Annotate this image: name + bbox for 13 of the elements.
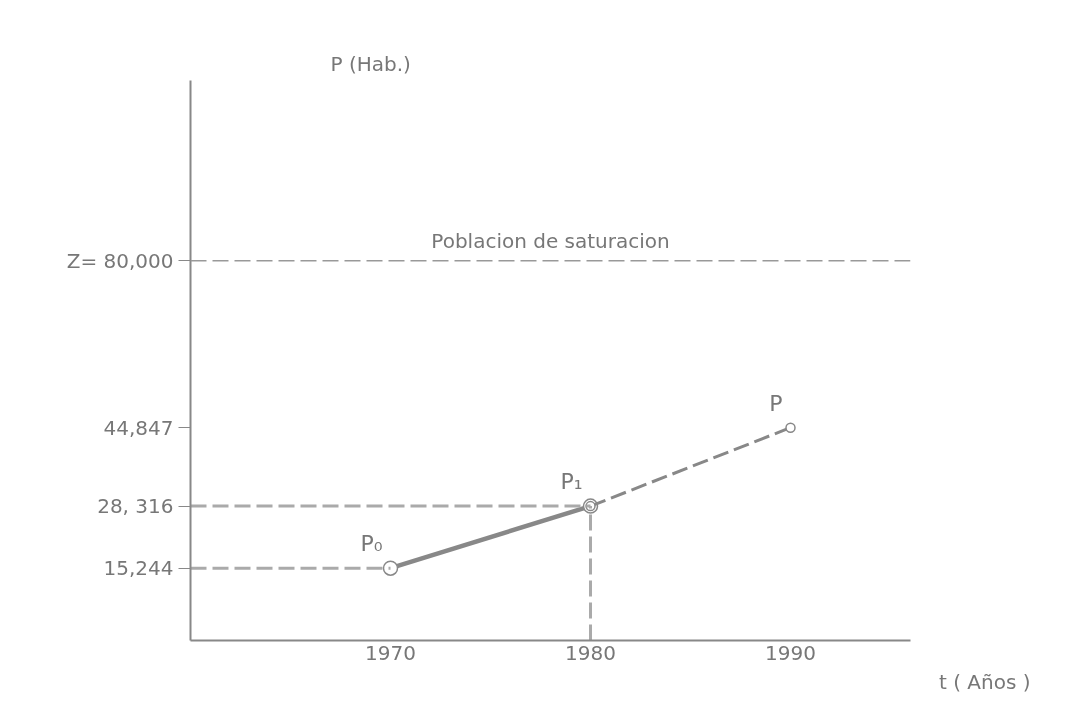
annotation: P <box>769 390 783 416</box>
y-tick-label: 44,847 <box>103 415 174 440</box>
x-tick-label: 1970 <box>365 640 416 665</box>
y-tick-label: 28, 316 <box>97 494 174 519</box>
y-tick-label: Z= 80,000 <box>66 248 174 273</box>
annotation: P₀ <box>360 531 383 557</box>
x-tick-label: 1980 <box>565 640 616 665</box>
x-axis-title: t ( Años ) <box>938 669 1031 694</box>
annotation: P₁ <box>560 469 583 495</box>
ref-line-label: Poblacion de saturacion <box>431 228 670 253</box>
y-axis-title: P (Hab.) <box>330 51 411 76</box>
x-tick-label: 1990 <box>765 640 816 665</box>
y-tick-label: 15,244 <box>103 556 174 581</box>
